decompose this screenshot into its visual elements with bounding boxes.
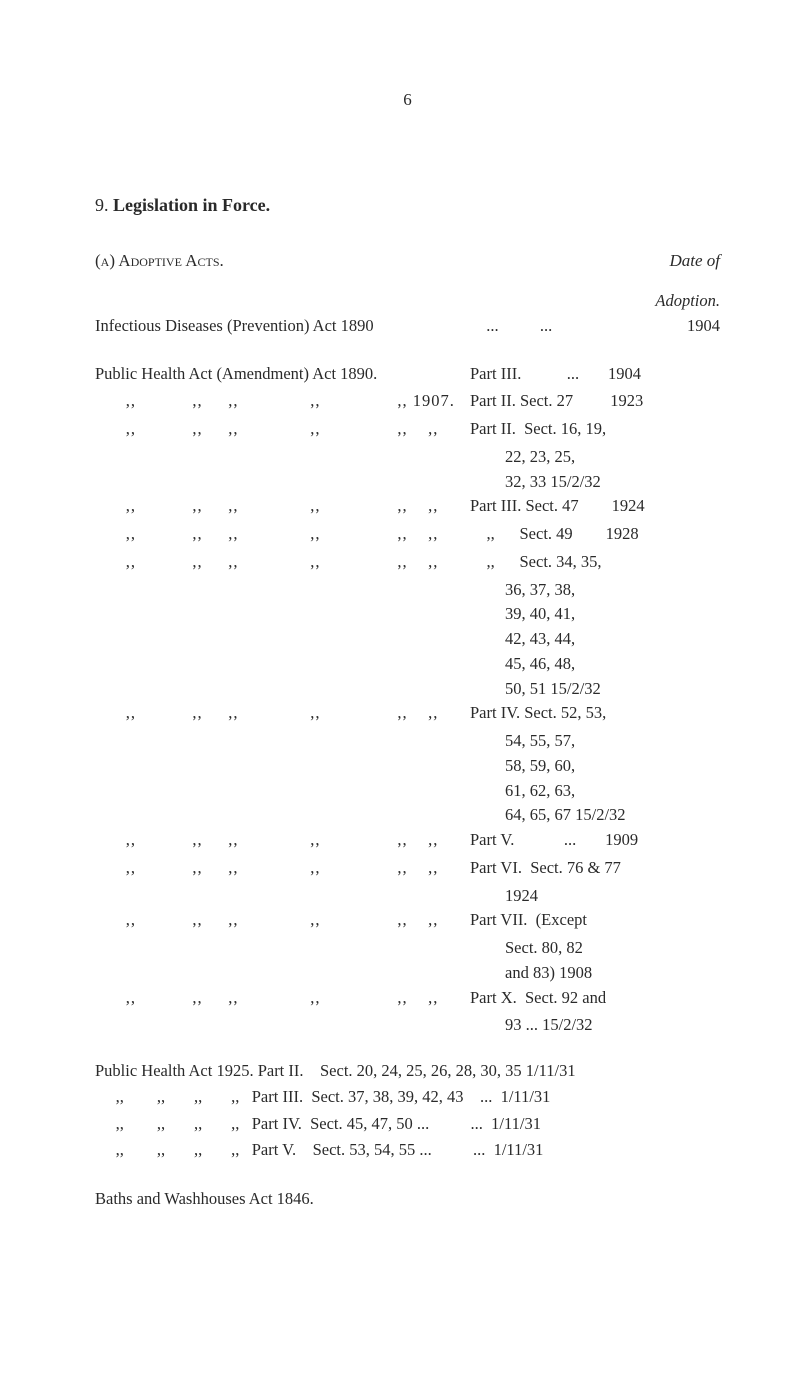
infectious-left: Infectious Diseases (Prevention) Act 189…: [95, 314, 374, 339]
pha-row-right: Part III. Sect. 47 1924: [470, 494, 720, 519]
pha-row: ,, ,, ,, ,, ,, ,, Part IV. Sect. 52, 53,: [95, 701, 720, 726]
subsection-caps: Adoptive Acts.: [118, 251, 223, 270]
pha-cont-row: 42, 43, 44,: [95, 627, 720, 652]
pha-row-left: ,, ,, ,, ,, ,, ,,: [95, 828, 438, 853]
section-heading: 9. Legislation in Force.: [95, 195, 720, 216]
pha-row-left: ,, ,, ,, ,, ,, ,,: [95, 701, 438, 726]
pha-header-left: Public Health Act (Amendment) Act 1890.: [95, 362, 377, 387]
baths-line: Baths and Washhouses Act 1846.: [95, 1189, 720, 1209]
pha1925-row-0: Public Health Act 1925. Part II. Sect. 2…: [95, 1058, 720, 1084]
subsection-key: (a): [95, 251, 115, 270]
pha-rows: ,, ,, ,, ,, ,, 1907. Part II. Sect. 27 19…: [95, 389, 720, 1038]
pha-cont-row: 39, 40, 41,: [95, 602, 720, 627]
infectious-year: 1904: [665, 314, 720, 339]
pha-row-left: ,, ,, ,, ,, ,, ,,: [95, 494, 438, 519]
pha-cont-row: Sect. 80, 82: [95, 936, 720, 961]
pha-cont-row: 45, 46, 48,: [95, 652, 720, 677]
infectious-row: Infectious Diseases (Prevention) Act 189…: [95, 314, 720, 339]
pha-row-right: ,, Sect. 49 1928: [470, 522, 720, 547]
pha-row-left: ,, ,, ,, ,, ,, ,,: [95, 856, 438, 881]
pha-row: ,, ,, ,, ,, ,, ,, Part III. Sect. 47 1924: [95, 494, 720, 519]
pha1925-row-1: ,, ,, ,, ,, Part III. Sect. 37, 38, 39, …: [95, 1084, 720, 1110]
pha-row-right: Part VII. (Except: [470, 908, 720, 933]
section-number: 9.: [95, 195, 109, 215]
adoption-label: Adoption.: [470, 289, 720, 314]
pha-cont-row: 36, 37, 38,: [95, 578, 720, 603]
pha-cont-row: 50, 51 15/2/32: [95, 677, 720, 702]
pha-row-right: Part II. Sect. 16, 19,: [470, 417, 720, 442]
pha-row: ,, ,, ,, ,, ,, 1907. Part II. Sect. 27 19…: [95, 389, 720, 414]
pha-row-right: Part IV. Sect. 52, 53,: [470, 701, 720, 726]
pha-row-right: Part V. ... 1909: [470, 828, 720, 853]
pha1925-row-2: ,, ,, ,, ,, Part IV. Sect. 45, 47, 50 ..…: [95, 1111, 720, 1137]
pha-row: ,, ,, ,, ,, ,, ,, Part II. Sect. 16, 19,: [95, 417, 720, 442]
document-page: 6 9. Legislation in Force. (a) Adoptive …: [0, 0, 800, 1374]
blank-left: [95, 289, 99, 314]
pha-row-left: ,, ,, ,, ,, ,, 1907.: [95, 389, 455, 414]
pha1925-row-3: ,, ,, ,, ,, Part V. Sect. 53, 54, 55 ...…: [95, 1137, 720, 1163]
pha-cont-row: 64, 65, 67 15/2/32: [95, 803, 720, 828]
pha-row: ,, ,, ,, ,, ,, ,, Part V. ... 1909: [95, 828, 720, 853]
pha-row-left: ,, ,, ,, ,, ,, ,,: [95, 417, 438, 442]
pha-row-left: ,, ,, ,, ,, ,, ,,: [95, 986, 438, 1011]
pha-cont-row: and 83) 1908: [95, 961, 720, 986]
adoption-row: Adoption.: [95, 289, 720, 314]
pha-row-right: Part VI. Sect. 76 & 77: [470, 856, 720, 881]
pha-cont-row: 93 ... 15/2/32: [95, 1013, 720, 1038]
pha-cont-row: 22, 23, 25,: [95, 445, 720, 470]
pha-row: ,, ,, ,, ,, ,, ,, ,, Sect. 34, 35,: [95, 550, 720, 575]
pha-cont-row: 32, 33 15/2/32: [95, 470, 720, 495]
pha-row: ,, ,, ,, ,, ,, ,, ,, Sect. 49 1928: [95, 522, 720, 547]
pha-header-right: Part III. ... 1904: [470, 362, 720, 387]
pha-cont-row: 58, 59, 60,: [95, 754, 720, 779]
pha-row-right: ,, Sect. 34, 35,: [470, 550, 720, 575]
pha-row-right: Part X. Sect. 92 and: [470, 986, 720, 1011]
pha-row-left: ,, ,, ,, ,, ,, ,,: [95, 522, 438, 547]
pha-row-right: Part II. Sect. 27 1923: [470, 389, 720, 414]
subsection-a-left: (a) Adoptive Acts.: [95, 251, 224, 271]
pha-row: ,, ,, ,, ,, ,, ,, Part VI. Sect. 76 & 77: [95, 856, 720, 881]
pha-row: ,, ,, ,, ,, ,, ,, Part VII. (Except: [95, 908, 720, 933]
date-of-label: Date of: [669, 251, 720, 271]
page-number: 6: [95, 90, 720, 110]
pha-row-left: ,, ,, ,, ,, ,, ,,: [95, 550, 438, 575]
pha-cont-row: 61, 62, 63,: [95, 779, 720, 804]
pha-row-left: ,, ,, ,, ,, ,, ,,: [95, 908, 438, 933]
section-title: Legislation in Force.: [113, 195, 270, 215]
infectious-dots: ... ...: [486, 314, 552, 339]
pha-row: ,, ,, ,, ,, ,, ,, Part X. Sect. 92 and: [95, 986, 720, 1011]
pha-cont-row: 54, 55, 57,: [95, 729, 720, 754]
subsection-a-row: (a) Adoptive Acts. Date of: [95, 251, 720, 271]
pha-header-row: Public Health Act (Amendment) Act 1890. …: [95, 362, 720, 387]
pha-cont-row: 1924: [95, 884, 720, 909]
pha1925-block: Public Health Act 1925. Part II. Sect. 2…: [95, 1058, 720, 1164]
